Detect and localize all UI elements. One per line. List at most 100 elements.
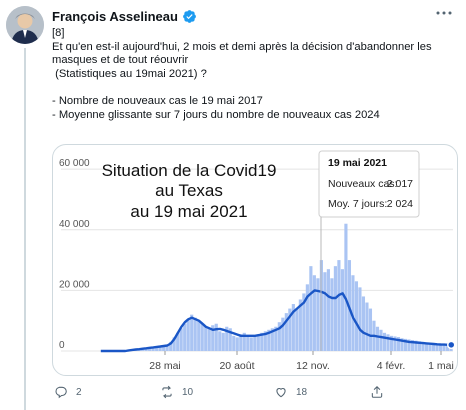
bar: [298, 299, 302, 351]
y-tick-label: 60 000: [59, 158, 90, 169]
author-name[interactable]: François Asselineau: [52, 8, 178, 24]
bar: [260, 332, 264, 351]
bar: [190, 314, 194, 351]
bar: [431, 343, 436, 351]
bar: [162, 345, 166, 351]
bar: [442, 344, 446, 351]
more-options-icon[interactable]: [434, 6, 454, 20]
bar: [221, 332, 225, 351]
bar: [382, 332, 387, 351]
bar: [316, 278, 320, 351]
share-button[interactable]: [370, 382, 384, 402]
chart-image-card[interactable]: 60 000 40 000 20 000 0 28 mai 20 août 12 nov.…: [52, 144, 458, 376]
bar: [291, 304, 295, 351]
bar: [417, 341, 422, 351]
bar: [235, 337, 239, 351]
bar: [414, 340, 418, 351]
tweet-line: [8]: [52, 27, 65, 39]
bar: [344, 223, 348, 351]
tooltip-box: [318, 150, 420, 218]
bar: [351, 275, 355, 351]
chart-bars: [127, 223, 453, 351]
tweet-line: Et qu'en est-il aujourd'hui, 2 mois et d…: [52, 40, 432, 53]
avatar[interactable]: [6, 6, 44, 44]
x-axis-ticks: 28 mai 20 août 12 nov. 4 févr. 1 mai: [149, 351, 454, 372]
bar: [267, 329, 271, 351]
bar: [424, 342, 429, 351]
tweet-line: masques et de tout réouvrir: [52, 54, 189, 67]
bar: [337, 260, 341, 351]
x-tick-label: 12 nov.: [296, 360, 330, 372]
reply-button[interactable]: 2: [54, 382, 82, 402]
bar: [281, 317, 285, 351]
bar: [435, 344, 439, 351]
y-tick-label: 20 000: [59, 279, 90, 290]
retweet-icon: [162, 385, 172, 399]
bar: [172, 337, 176, 351]
verified-badge-icon: [182, 9, 197, 24]
bar: [211, 325, 215, 351]
bar: [305, 284, 309, 351]
bar: [207, 328, 211, 351]
bar: [445, 344, 450, 351]
x-tick-label: 4 févr.: [377, 360, 406, 372]
bar: [309, 266, 313, 351]
bar: [326, 269, 330, 351]
bar: [274, 326, 278, 351]
tweet-line: [52, 81, 462, 95]
bar: [169, 341, 173, 351]
bar: [389, 335, 394, 351]
bar: [330, 278, 334, 351]
x-tick-label: 28 mai: [149, 360, 181, 372]
bar: [393, 336, 397, 351]
bar: [183, 323, 187, 351]
thread-connector-line: [24, 48, 26, 410]
bar: [365, 302, 369, 351]
like-button[interactable]: 18: [274, 382, 307, 402]
bar: [421, 341, 425, 351]
bar: [375, 326, 380, 351]
tooltip-cases-value: 2 017: [387, 178, 413, 190]
bar: [288, 308, 292, 351]
bar: [263, 331, 267, 351]
y-tick-label: 40 000: [59, 219, 90, 230]
bar: [232, 335, 236, 351]
bar: [200, 323, 204, 351]
bar: [323, 272, 327, 351]
tweet-text: [8] Et qu'en est-il aujourd'hui, 2 mois …: [52, 27, 462, 122]
chart-title-line-1: Situation de la Covid19: [102, 161, 277, 180]
bar: [186, 319, 190, 351]
like-count: 18: [296, 386, 308, 398]
tweet-line: - Nombre de nouveaux cas le 19 mai 2017: [52, 94, 263, 107]
bar: [407, 339, 411, 351]
x-tick-label: 20 août: [219, 360, 254, 372]
bar: [148, 347, 152, 351]
bar: [410, 340, 415, 351]
bar: [228, 328, 232, 351]
retweet-button[interactable]: 10: [160, 382, 193, 402]
bar: [158, 345, 162, 351]
bar: [249, 337, 253, 351]
reply-count: 2: [76, 386, 82, 398]
bar: [302, 293, 306, 351]
heart-icon: [276, 388, 286, 398]
chart-line: [100, 289, 452, 353]
bar: [277, 322, 281, 351]
bar: [197, 320, 201, 351]
reply-icon: [55, 386, 67, 399]
bar: [428, 343, 432, 351]
bar: [403, 338, 408, 351]
tweet-header: François Asselineau: [52, 6, 197, 26]
current-value-marker: [446, 340, 456, 350]
bar: [239, 334, 243, 351]
share-icon: [371, 386, 383, 398]
bar: [354, 281, 359, 351]
tooltip-avg-value: 2 024: [387, 198, 413, 210]
bar: [295, 308, 299, 351]
bar: [284, 313, 288, 351]
tooltip-cases-label: Nouveaux cas:: [328, 178, 397, 190]
bar: [340, 269, 344, 351]
tweet-actions: 2 10 18: [52, 382, 458, 402]
chart-tooltip: 19 mai 2021 Nouveaux cas: 2 017 Moy. 7 j…: [318, 150, 420, 218]
bar: [225, 326, 229, 351]
